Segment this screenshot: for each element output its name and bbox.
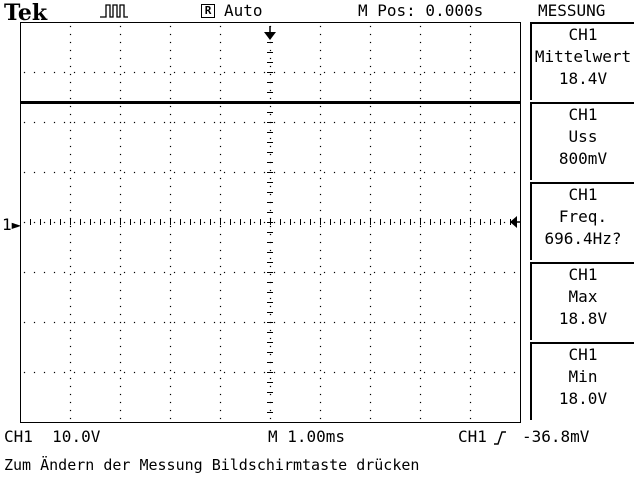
measurement-type: Freq. (558, 207, 608, 226)
menu-title: MESSUNG (538, 1, 606, 20)
measurement-value: 18.4V (558, 69, 608, 88)
measurement-type: Min (568, 367, 598, 386)
measurement-button-3[interactable]: CH1 Freq. 696.4Hz? (530, 182, 634, 260)
ch1-marker: 1► (2, 215, 22, 234)
ch1-label: CH1 (4, 427, 33, 446)
trigger-level-icon (510, 216, 517, 228)
measurement-button-2[interactable]: CH1 Uss 800mV (530, 102, 634, 180)
ch1-arrow-icon: ► (11, 215, 22, 234)
measurement-channel: CH1 (568, 25, 598, 44)
trigger-source: CH1 (458, 427, 487, 446)
graticule (20, 22, 521, 423)
status-message: Zum Ändern der Messung Bildschirmtaste d… (4, 456, 420, 474)
trigger-position-icon (264, 32, 276, 40)
measurement-channel: CH1 (568, 185, 598, 204)
brand-logo: Tek (4, 0, 48, 26)
measurement-type: Mittelwert (534, 47, 632, 66)
measurement-value: 800mV (558, 149, 608, 168)
ch1-scale-value: 10.0V (52, 427, 101, 446)
measurement-button-4[interactable]: CH1 Max 18.8V (530, 262, 634, 340)
trigger-state-icon: R (201, 4, 215, 18)
rising-edge-icon (494, 430, 506, 449)
measurement-button-5[interactable]: CH1 Min 18.0V (530, 342, 634, 420)
measurement-value: 18.8V (558, 309, 608, 328)
measurement-channel: CH1 (568, 105, 598, 124)
trigger-mode: Auto (224, 1, 263, 20)
ch1-scale-readout: CH1 10.0V (4, 428, 100, 446)
measurement-button-1[interactable]: CH1 Mittelwert 18.4V (530, 22, 634, 100)
timebase-readout: M 1.00ms (268, 427, 346, 446)
position-readout: M Pos: 0.000s (358, 1, 484, 20)
measurement-channel: CH1 (568, 265, 598, 284)
trigger-level-readout: -36.8mV (522, 427, 590, 446)
measurement-type: Max (568, 287, 598, 306)
measurement-value: 696.4Hz? (544, 229, 622, 248)
measurement-value: 18.0V (558, 389, 608, 408)
measurement-type: Uss (568, 127, 598, 146)
measurement-channel: CH1 (568, 345, 598, 364)
pulse-waveform-icon (100, 3, 128, 23)
